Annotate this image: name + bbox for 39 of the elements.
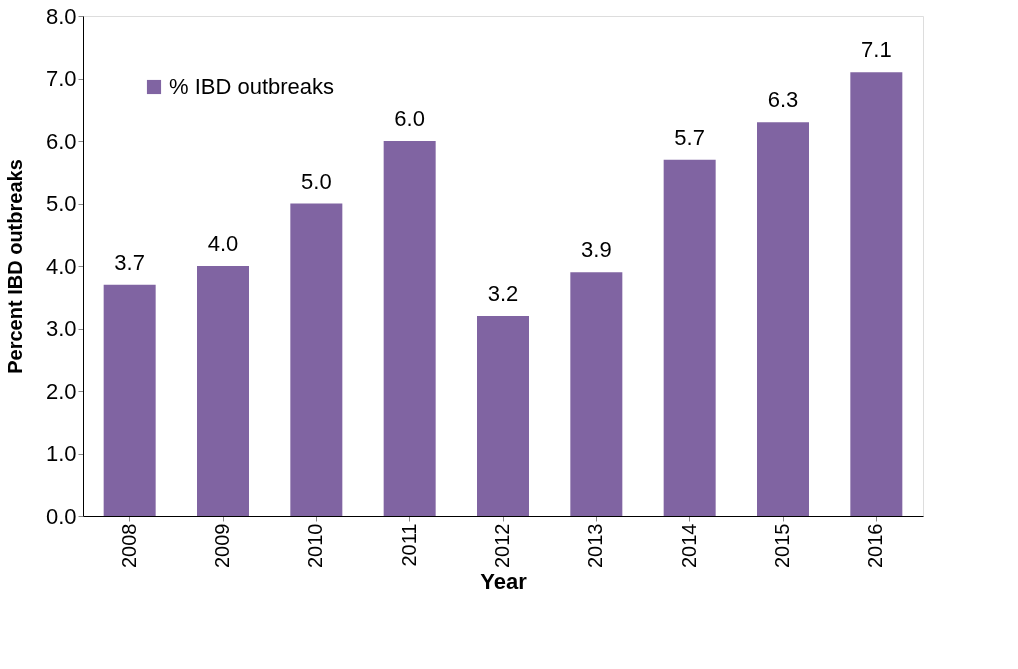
- x-tick-label: 2009: [211, 523, 233, 568]
- x-tick-label: 2012: [491, 523, 513, 568]
- bar: [103, 284, 156, 516]
- y-tick-label: 0.0: [45, 503, 77, 529]
- data-label: 6.3: [767, 87, 799, 113]
- legend-label: % IBD outbreaks: [169, 74, 335, 99]
- data-label: 3.7: [114, 249, 145, 275]
- bar: [757, 122, 809, 516]
- y-tick-label: 8.0: [45, 3, 77, 29]
- data-label: 3.2: [487, 281, 519, 306]
- bar: [663, 159, 716, 516]
- bar: [290, 203, 343, 516]
- x-tick-label: 2008: [117, 523, 140, 568]
- data-label: 5.7: [674, 124, 705, 150]
- bar: [850, 72, 903, 516]
- data-label: 7.1: [861, 37, 892, 63]
- x-tick-label: 2014: [677, 523, 700, 568]
- x-tick-label: 2013: [584, 523, 607, 568]
- bar: [477, 316, 529, 516]
- x-tick-label: 2016: [864, 523, 887, 568]
- x-tick-label: 2010: [304, 523, 327, 568]
- data-label: 3.9: [581, 237, 612, 263]
- x-axis-title: Year: [480, 568, 528, 594]
- x-tick-label: 2011: [397, 523, 420, 567]
- data-label: 4.0: [207, 231, 239, 256]
- y-axis-title: Percent IBD outbreaks: [3, 159, 26, 374]
- y-tick-label: 6.0: [45, 128, 77, 154]
- y-tick-label: 5.0: [45, 191, 77, 216]
- bar: [383, 141, 436, 516]
- y-tick-label: 3.0: [45, 316, 77, 341]
- bar: [197, 266, 249, 516]
- y-tick-label: 2.0: [45, 378, 77, 404]
- y-tick-label: 7.0: [45, 66, 77, 91]
- bar: [570, 272, 623, 516]
- x-tick-label: 2015: [771, 523, 793, 568]
- y-tick-label: 1.0: [45, 441, 77, 466]
- data-label: 5.0: [301, 168, 332, 194]
- y-tick-label: 4.0: [45, 253, 77, 279]
- data-label: 6.0: [394, 106, 425, 131]
